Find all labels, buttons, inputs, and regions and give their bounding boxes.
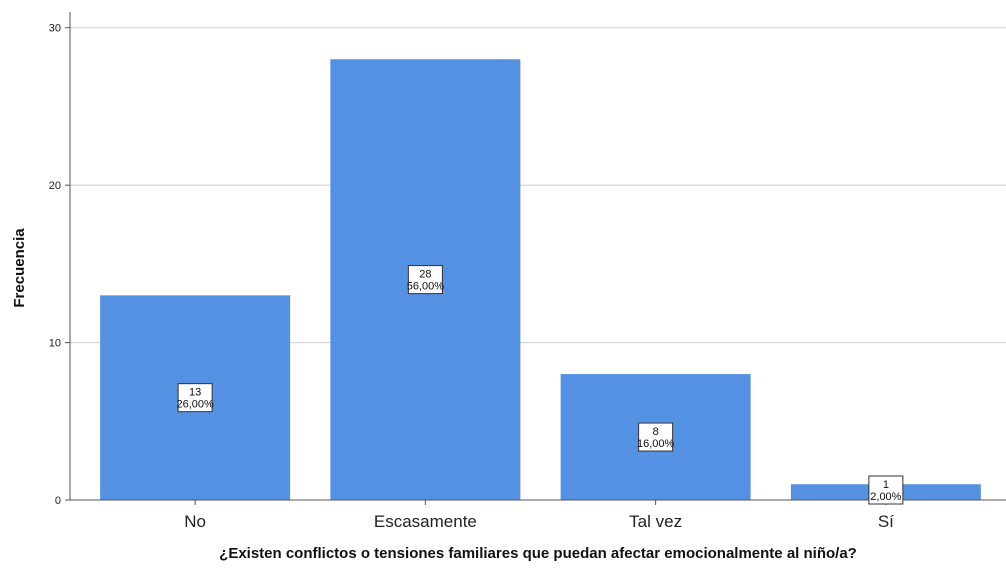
data-label-percent-0: 26,00% [176,399,214,411]
x-axis-title: ¿Existen conflictos o tensiones familiar… [219,545,857,562]
data-label-box-0 [177,383,213,413]
data-label-count-1: 28 [419,269,431,281]
y-tick-label-0: 0 [55,495,61,507]
x-tick-label-3: Sí [878,512,894,531]
y-tick-label-10: 10 [49,338,61,350]
x-tick-label-1: Escasamente [374,512,477,531]
axes: 0 10 20 30 No Escasamente Tal vez Sí [49,12,1006,531]
data-label-count-3: 1 [883,479,889,491]
bars [100,59,981,501]
data-label-box-1 [407,265,443,295]
data-label-percent-3: 2,00% [870,491,901,503]
data-label-box-2 [638,422,674,452]
y-axis-title: Frecuencia [11,228,28,308]
data-label-count-2: 8 [653,426,659,438]
y-tick-label-20: 20 [49,180,61,192]
data-label-box-3 [868,475,904,505]
data-label-percent-1: 56,00% [407,281,445,293]
x-tick-label-0: No [184,512,206,531]
data-label-percent-2: 16,00% [637,438,675,450]
y-tick-label-30: 30 [49,23,61,35]
data-label-count-0: 13 [189,387,201,399]
x-tick-label-2: Tal vez [629,512,682,531]
